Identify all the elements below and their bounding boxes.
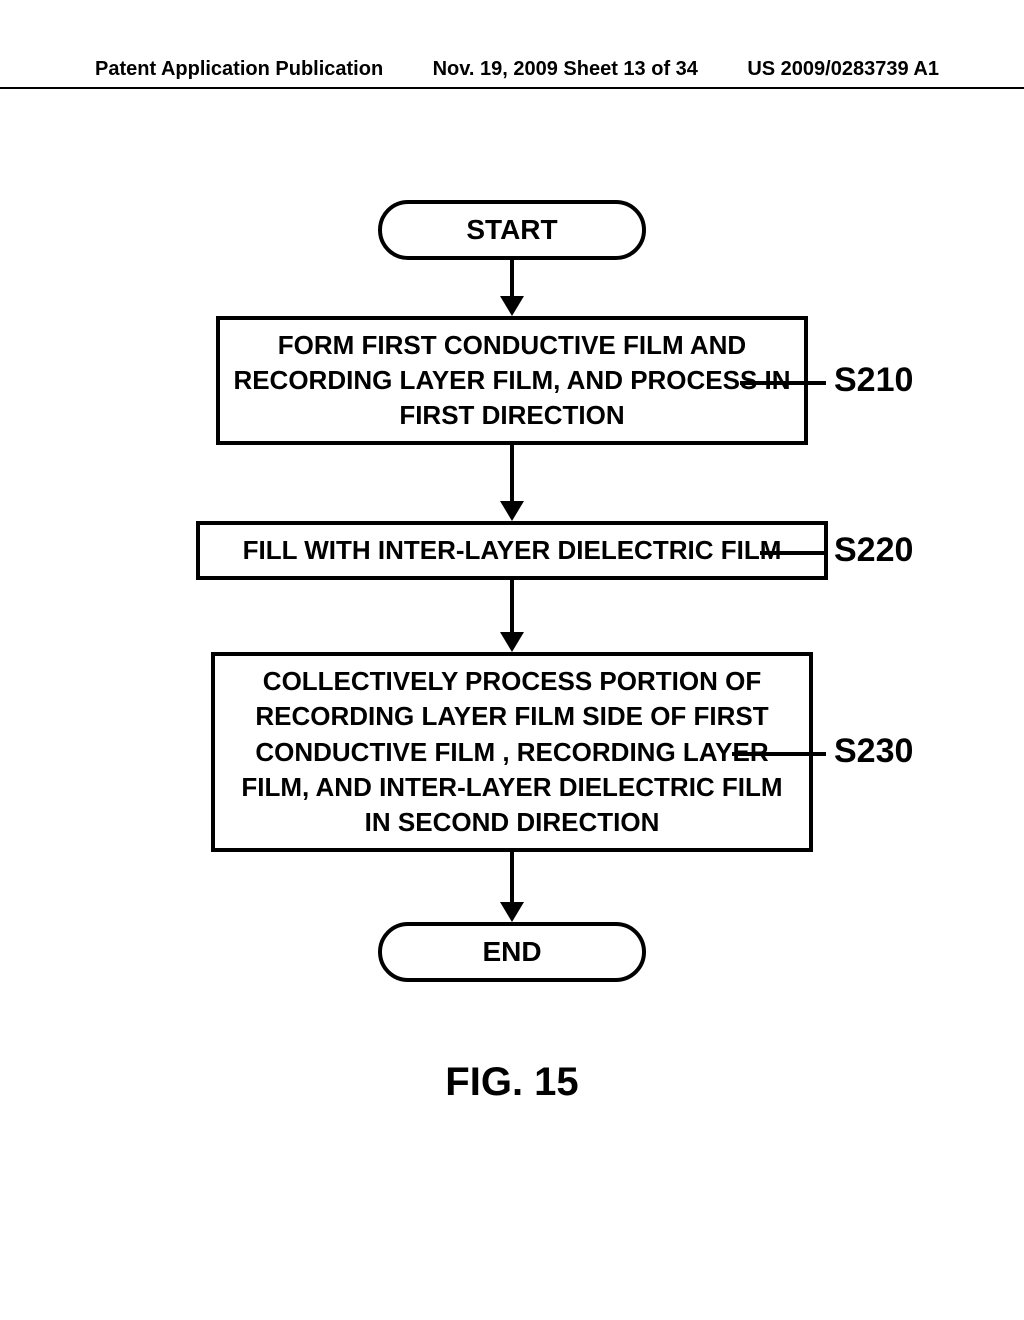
flow-process: FILL WITH INTER-LAYER DIELECTRIC FILMS22…	[0, 521, 1024, 580]
page-header: Patent Application Publication Nov. 19, …	[0, 58, 1024, 89]
page: Patent Application Publication Nov. 19, …	[0, 0, 1024, 1320]
flow-arrow-line	[510, 260, 514, 296]
header-left: Patent Application Publication	[95, 58, 383, 81]
process-box: COLLECTIVELY PROCESS PORTION OF RECORDIN…	[211, 652, 813, 851]
figure-caption: FIG. 15	[0, 1060, 1024, 1105]
flow-arrow-line	[510, 580, 514, 632]
label-connector-line	[760, 551, 826, 555]
flow-arrow-line	[510, 445, 514, 501]
label-connector-line	[732, 752, 826, 756]
step-label: S210	[834, 361, 913, 400]
terminator-box: END	[378, 922, 646, 982]
flow-terminator: END	[0, 922, 1024, 982]
header-row: Patent Application Publication Nov. 19, …	[0, 58, 1024, 81]
terminator-box: START	[378, 200, 646, 260]
process-box: FILL WITH INTER-LAYER DIELECTRIC FILM	[196, 521, 828, 580]
flow-terminator: START	[0, 200, 1024, 260]
step-label: S220	[834, 531, 913, 570]
header-center: Nov. 19, 2009 Sheet 13 of 34	[433, 58, 698, 81]
label-connector-line	[740, 381, 826, 385]
process-box: FORM FIRST CONDUCTIVE FILM AND RECORDING…	[216, 316, 808, 445]
step-label: S230	[834, 732, 913, 771]
flow-process: COLLECTIVELY PROCESS PORTION OF RECORDIN…	[0, 652, 1024, 851]
flow-arrow-head-icon	[500, 902, 524, 922]
flowchart: START FORM FIRST CONDUCTIVE FILM AND RECO…	[0, 200, 1024, 982]
header-right: US 2009/0283739 A1	[747, 58, 939, 81]
flow-arrow-head-icon	[500, 296, 524, 316]
flow-arrow-head-icon	[500, 501, 524, 521]
flow-arrow-head-icon	[500, 632, 524, 652]
flow-arrow-line	[510, 852, 514, 902]
flow-process: FORM FIRST CONDUCTIVE FILM AND RECORDING…	[0, 316, 1024, 445]
